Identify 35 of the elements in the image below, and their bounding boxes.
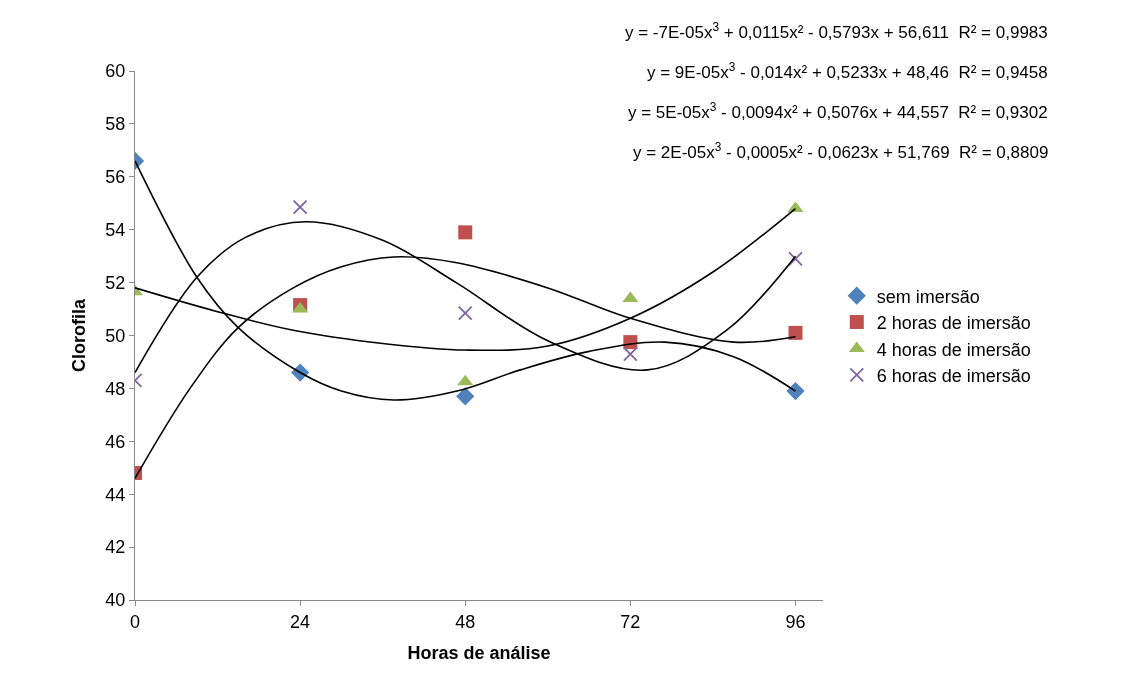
y-tick-label: 58 — [105, 114, 126, 135]
y-tick-label: 40 — [105, 590, 126, 611]
point — [786, 381, 805, 401]
y-tick-label: 50 — [105, 325, 126, 346]
legend-label: 2 horas de imersão — [876, 313, 1031, 334]
y-tick-label: 44 — [105, 484, 126, 505]
y-tick-label: 56 — [105, 167, 126, 188]
x-tick-label: 48 — [455, 611, 476, 632]
point — [457, 374, 474, 386]
point — [788, 325, 803, 340]
x-tick-label: 24 — [290, 611, 311, 632]
x-tick-label: 0 — [129, 611, 141, 632]
y-tick-label: 60 — [105, 61, 126, 82]
legend-label: 6 horas de imersão — [876, 365, 1031, 386]
x-tick-label: 96 — [785, 611, 806, 632]
x-axis-title: Horas de análise — [407, 642, 551, 663]
legend-label: 4 horas de imersão — [876, 339, 1031, 360]
annotation: y = 2E-05x$^{3}$ - 0,0005x² - 0,0623x + 51,769 R² = 0,8809 — [633, 140, 1049, 163]
y-axis-title: Clorofila — [68, 298, 89, 373]
annotation: y = 5E-05x$^{3}$ - 0,0094x² + 0,5076x + 44,557 R² = 0,9302 — [628, 100, 1048, 123]
y-tick-label: 54 — [105, 220, 126, 240]
x-tick-label: 72 — [620, 611, 641, 632]
point — [457, 305, 473, 321]
y-tick-label: 46 — [105, 431, 126, 452]
y-tick-label: 48 — [105, 378, 126, 399]
point — [788, 251, 803, 267]
y-tick-label: 52 — [105, 272, 126, 293]
legend-label: sem imersão — [876, 286, 980, 307]
text: y = -7E-05x$^{3}$ + 0,0115x² - 0,5793x + 56,611 R² = 0,9983 — [625, 20, 1048, 43]
y-tick-label: 42 — [105, 537, 126, 558]
point — [622, 346, 638, 362]
point — [456, 387, 475, 406]
point — [458, 225, 473, 240]
annotation: y = 9E-05x$^{3}$ - 0,014x² + 0,5233x + 48,46 R² = 0,9458 — [647, 60, 1048, 83]
point — [292, 199, 308, 215]
